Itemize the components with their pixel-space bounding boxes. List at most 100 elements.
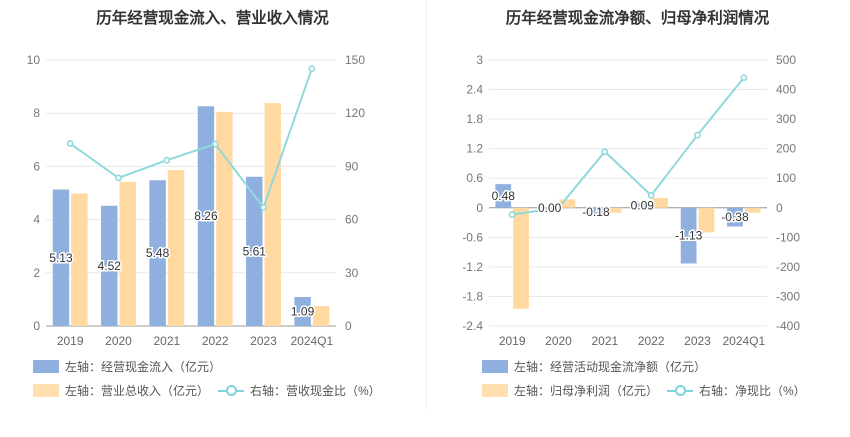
- chart-title: 历年经营现金流净额、归母净利润情况: [505, 10, 770, 27]
- line-net-cash-ratio: [512, 77, 745, 216]
- bar-net-profit: [513, 207, 529, 309]
- line-point: [163, 156, 171, 164]
- left-chart-svg: 0 2 4 6 8 10 0 30 60 90 120 150 2019 2020 2021 2022 2023…: [27, 53, 366, 348]
- x-tick-label: 2019: [499, 334, 526, 348]
- bar-cash-inflow: [52, 189, 70, 326]
- line-point: [308, 65, 316, 73]
- bar-cash-inflow: [294, 297, 311, 326]
- line-point: [740, 74, 748, 82]
- right-chart-panel: 历年经营现金流净额、归母净利润情况 -2.4 -1.8 -1.2 -0.6 0 0.6 1.…: [425, 0, 850, 437]
- legend-item-net-profit[interactable]: 左轴：归母净利润（亿元）: [482, 382, 658, 399]
- legend-item-revenue[interactable]: 左轴：营业总收入（亿元）: [33, 382, 209, 399]
- legend-item-net-ratio[interactable]: 右轴：净现比（%）: [667, 382, 806, 399]
- legend-label: 左轴：经营现金流入（亿元）: [65, 360, 222, 374]
- right-tick-label: 0: [345, 319, 352, 333]
- bar-net-profit: [652, 197, 668, 208]
- left-tick-label: 1.2: [466, 142, 483, 156]
- legend-label: 左轴：营业总收入（亿元）: [65, 384, 210, 398]
- bar-cash-inflow: [197, 106, 215, 326]
- line-point: [694, 131, 701, 139]
- bar-net-cashflow: [495, 184, 512, 208]
- right-tick-label: 90: [345, 159, 359, 173]
- left-tick-label: 1.8: [466, 112, 483, 126]
- left-tick-label: 6: [33, 159, 40, 173]
- legend-item-cash-inflow[interactable]: 左轴：经营现金流入（亿元）: [33, 358, 221, 375]
- left-tick-label: 3: [476, 53, 483, 67]
- line-point: [508, 211, 516, 218]
- legend-item-ratio[interactable]: 右轴：营收现金比（%）: [218, 382, 381, 399]
- x-tick-label: 2021: [591, 334, 618, 348]
- data-label: -1.13: [675, 229, 703, 243]
- bar-revenue: [216, 111, 233, 327]
- data-label: -0.18: [582, 205, 610, 219]
- right-tick-label: -100: [776, 230, 800, 244]
- panel-divider: [426, 0, 427, 410]
- x-tick-label: 2020: [545, 334, 572, 348]
- data-label: 0.00: [538, 201, 562, 215]
- bar-net-profit: [559, 199, 576, 208]
- line-point: [260, 203, 267, 211]
- data-label: 5.48: [146, 246, 170, 260]
- x-tick-label: 2023: [250, 334, 277, 348]
- right-tick-label: 300: [776, 112, 796, 126]
- left-tick-label: 2: [33, 266, 40, 280]
- left-tick-label: 4: [33, 213, 40, 227]
- data-label: 1.09: [291, 305, 315, 319]
- legend-label: 右轴：营收现金比（%）: [250, 384, 381, 398]
- x-tick-label: 2020: [105, 334, 132, 348]
- chart-title: 历年经营现金流入、营业收入情况: [96, 10, 329, 27]
- right-tick-label: 400: [776, 83, 796, 97]
- line-point: [647, 191, 655, 199]
- right-tick-label: 200: [776, 142, 796, 156]
- legend-label: 右轴：净现比（%）: [699, 384, 806, 398]
- left-tick-label: -1.8: [462, 289, 483, 303]
- x-tick-label: 2024Q1: [290, 334, 333, 348]
- left-tick-label: 0.6: [466, 171, 483, 185]
- right-tick-label: 30: [345, 266, 359, 280]
- bar-net-cashflow: [541, 207, 558, 209]
- bar-revenue: [71, 193, 88, 326]
- line-revenue-cash-ratio: [69, 68, 313, 210]
- legend-item-net-cashflow[interactable]: 左轴：经营活动现金流净额（亿元）: [482, 358, 706, 375]
- legend-swatch: [33, 360, 59, 373]
- legend-swatch: [482, 360, 508, 373]
- bar-net-cashflow: [634, 203, 651, 208]
- bar-cash-inflow: [246, 176, 263, 326]
- line-point: [211, 140, 219, 148]
- left-tick-label: 2.4: [466, 83, 483, 97]
- left-tick-label: -0.6: [462, 230, 483, 244]
- right-tick-label: -300: [776, 289, 800, 303]
- bar-revenue: [119, 181, 136, 326]
- left-tick-label: 0: [476, 201, 483, 215]
- bar-net-cashflow: [588, 207, 604, 217]
- right-tick-label: -400: [776, 319, 800, 333]
- legend-label: 左轴：归母净利润（亿元）: [514, 384, 659, 398]
- right-tick-label: 120: [345, 106, 365, 120]
- legend-swatch: [482, 384, 508, 397]
- x-tick-label: 2022: [638, 334, 665, 348]
- bar-net-cashflow: [680, 207, 697, 264]
- bar-net-profit: [698, 207, 715, 233]
- bar-cash-inflow: [101, 205, 118, 326]
- right-tick-label: 500: [776, 53, 796, 67]
- line-point: [115, 174, 122, 182]
- line-point: [601, 148, 609, 156]
- right-tick-label: -200: [776, 260, 800, 274]
- data-label: 0.48: [492, 189, 516, 203]
- x-tick-label: 2024Q1: [722, 334, 765, 348]
- right-tick-label: 150: [345, 53, 365, 67]
- left-tick-label: 0: [33, 319, 40, 333]
- x-tick-label: 2022: [202, 334, 229, 348]
- right-chart-svg: -2.4 -1.8 -1.2 -0.6 0 0.6 1.2 1.8 2.4 3 -400 -300 -2…: [462, 53, 800, 348]
- bar-cash-inflow: [149, 180, 166, 326]
- data-label: 5.61: [243, 244, 267, 258]
- data-label: 4.52: [98, 259, 122, 273]
- x-tick-label: 2019: [57, 334, 84, 348]
- data-label: -0.38: [721, 210, 749, 224]
- right-tick-label: 0: [776, 201, 783, 215]
- data-label: 5.13: [49, 251, 73, 265]
- left-tick-label: 8: [33, 106, 40, 120]
- bar-revenue: [167, 170, 185, 326]
- left-tick-label: 10: [27, 53, 41, 67]
- bar-revenue: [312, 306, 330, 326]
